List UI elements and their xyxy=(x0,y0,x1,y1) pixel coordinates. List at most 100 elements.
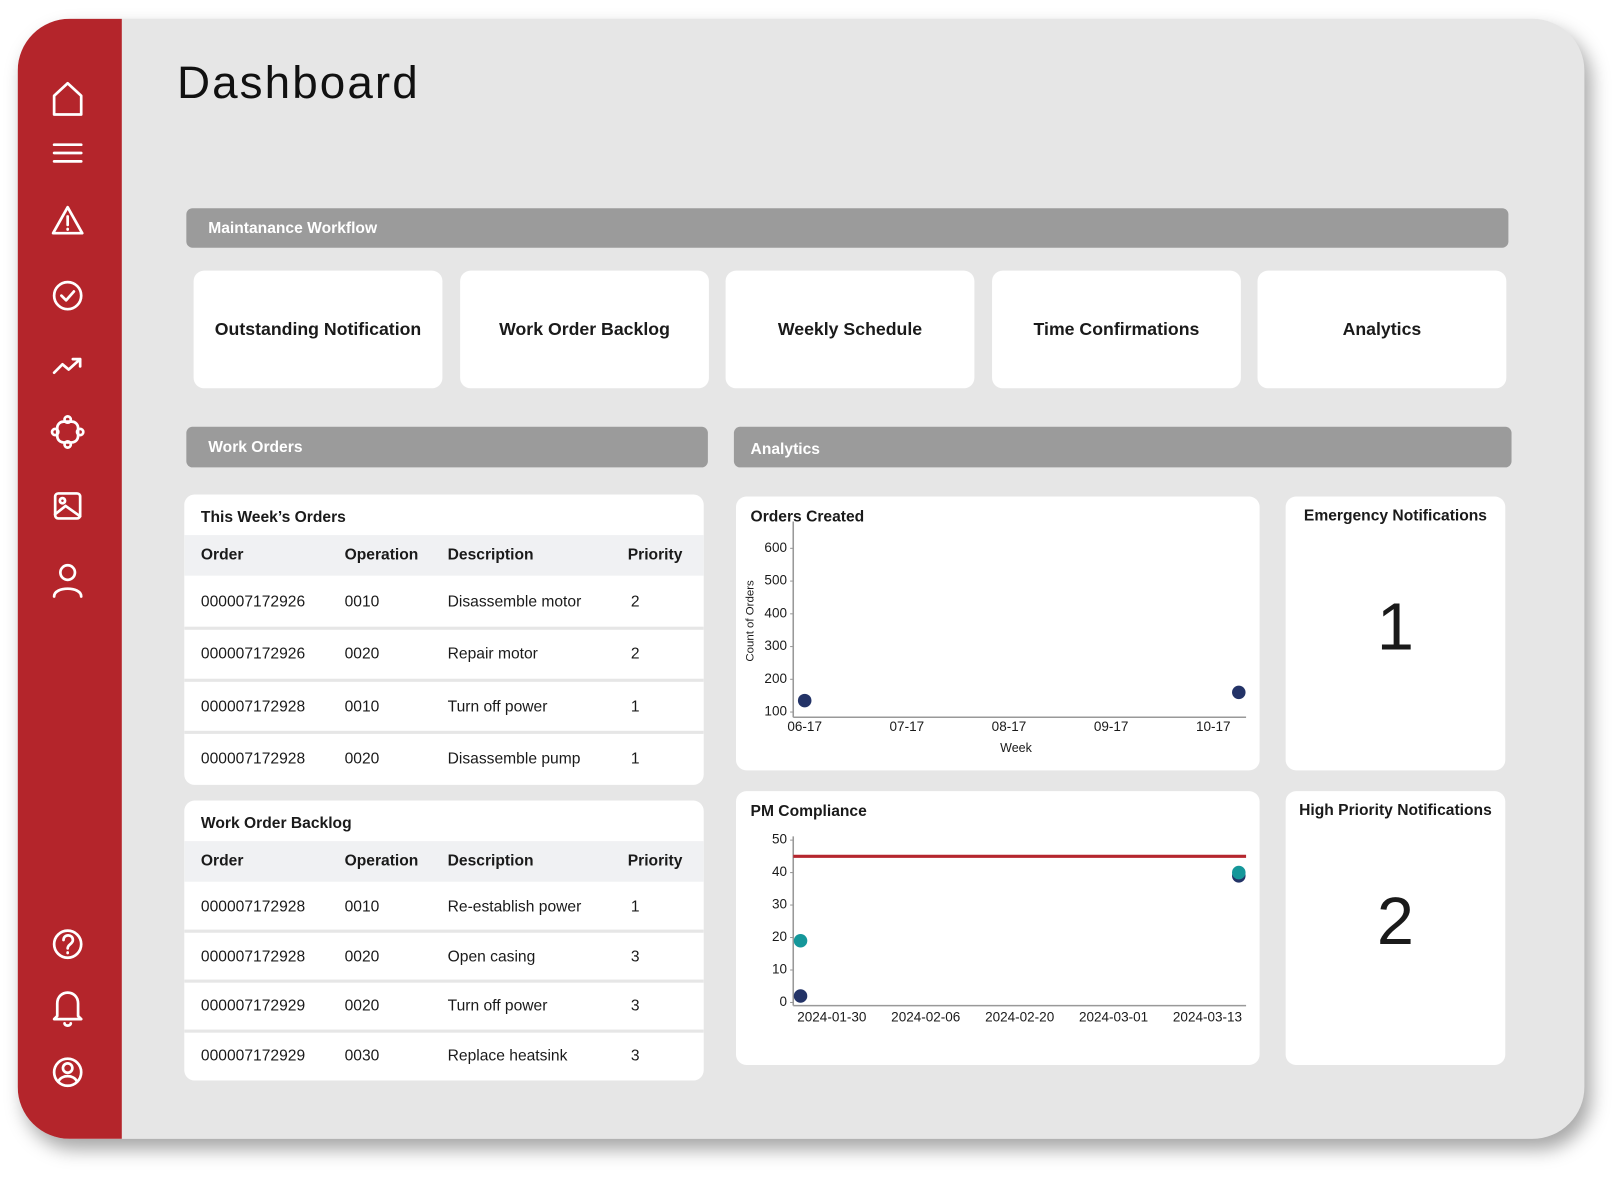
endpoint-marker xyxy=(1232,685,1246,700)
check-icon[interactable] xyxy=(52,280,83,311)
account-icon[interactable] xyxy=(52,1057,83,1088)
table-cell: 0010 xyxy=(344,697,380,716)
table-cell: 0020 xyxy=(344,645,380,663)
table-cell: Turn off power xyxy=(447,997,548,1015)
chart-card: PM Compliance 0 10 20 30 40 50 2024-01-30 2024-0… xyxy=(735,791,1260,1065)
table-cell: 0030 xyxy=(344,1046,380,1065)
table-cell: 2 xyxy=(630,592,640,611)
table-cell: Replace heatsink xyxy=(447,1046,568,1065)
chart-title: PM Compliance xyxy=(751,803,868,820)
user-icon[interactable] xyxy=(52,563,83,598)
y-tick-label: 400 xyxy=(764,605,787,620)
y-axis-label: Count of Orders xyxy=(745,580,757,662)
table-header-row xyxy=(184,535,704,576)
y-tick-label: 100 xyxy=(764,704,787,719)
table-cell: 000007172928 xyxy=(200,947,306,966)
table-cell: 1 xyxy=(630,897,640,916)
x-tick-label: 08-17 xyxy=(992,719,1027,734)
endpoint-marker xyxy=(797,693,812,708)
column-header: Operation xyxy=(344,852,419,870)
column-header: Priority xyxy=(627,852,683,870)
table-cell: Disassemble motor xyxy=(447,592,582,611)
x-tick-label: 07-17 xyxy=(890,719,925,734)
table-cell: 000007172926 xyxy=(200,592,306,611)
table-cell: 0010 xyxy=(344,897,380,916)
image-icon[interactable] xyxy=(53,492,82,520)
section-header: Maintanance Workflow xyxy=(186,208,1509,248)
row-divider xyxy=(184,678,704,682)
column-header: Operation xyxy=(344,546,419,564)
sidebar xyxy=(17,18,122,1139)
column-header: Description xyxy=(447,546,534,564)
bell-icon[interactable] xyxy=(52,991,83,1027)
table-cell: Re-establish power xyxy=(447,897,582,916)
table-cell: 3 xyxy=(630,997,640,1015)
workflow-tile[interactable]: Outstanding Notification xyxy=(193,270,443,389)
y-tick-label: 300 xyxy=(764,638,787,653)
row-divider xyxy=(184,979,704,983)
table-header-row xyxy=(184,841,704,882)
column-header: Order xyxy=(200,546,244,564)
table-cell: 3 xyxy=(630,1046,640,1065)
table-cell: 3 xyxy=(630,947,640,966)
kpi-card: Emergency Notifications 1 xyxy=(1285,496,1506,771)
home-icon[interactable] xyxy=(52,81,83,116)
x-tick-label: 09-17 xyxy=(1094,719,1129,734)
table-cell: 1 xyxy=(630,749,640,768)
chart-card: Orders Created 100 200 300 400 500 600 06-17 07-… xyxy=(735,496,1260,771)
table-cell: 000007172929 xyxy=(200,997,306,1015)
menu-icon[interactable] xyxy=(52,143,83,163)
y-tick-label: 600 xyxy=(764,540,787,555)
row-divider xyxy=(184,626,704,630)
y-tick-label: 30 xyxy=(772,897,787,912)
kpi-value: 2 xyxy=(1376,883,1414,959)
kpi-title: Emergency Notifications xyxy=(1303,506,1488,525)
table-cell: Open casing xyxy=(447,947,536,966)
table-cell: 0020 xyxy=(344,947,380,966)
help-icon[interactable] xyxy=(52,929,83,960)
column-header: Priority xyxy=(627,546,683,564)
table-title: Work Order Backlog xyxy=(200,814,352,833)
table-card: This Week’s Orders Order Operation Descript… xyxy=(184,494,704,785)
endpoint-marker xyxy=(793,934,808,948)
y-tick-label: 20 xyxy=(772,929,787,944)
y-tick-label: 0 xyxy=(779,994,787,1009)
x-tick-label: 2024-02-06 xyxy=(891,1010,960,1025)
x-tick-label: 2024-02-20 xyxy=(985,1010,1054,1025)
y-tick-label: 40 xyxy=(772,864,787,879)
chart-title: Orders Created xyxy=(751,509,865,526)
column-header: Order xyxy=(200,852,244,870)
x-tick-label: 2024-01-30 xyxy=(797,1010,866,1025)
table-cell: 000007172928 xyxy=(200,897,306,916)
kpi-value: 1 xyxy=(1376,589,1414,665)
x-axis-label: Week xyxy=(1000,741,1032,755)
table-cell: 0020 xyxy=(344,997,380,1015)
workflow-tile[interactable]: Analytics xyxy=(1257,270,1507,389)
x-tick-label: 2024-03-01 xyxy=(1079,1010,1148,1025)
row-divider xyxy=(184,929,704,933)
table-cell: 000007172928 xyxy=(200,697,306,716)
table-cell: 2 xyxy=(630,645,640,663)
alert-icon[interactable] xyxy=(51,205,84,235)
trend-icon[interactable] xyxy=(52,357,82,375)
x-tick-label: 06-17 xyxy=(787,719,822,734)
endpoint-marker xyxy=(793,989,808,1003)
y-tick-label: 10 xyxy=(772,962,787,977)
table-cell: Repair motor xyxy=(447,645,538,663)
workflow-tile[interactable]: Weekly Schedule xyxy=(725,270,975,389)
network-icon[interactable] xyxy=(50,415,85,449)
chart: Orders Created 100 200 300 400 500 600 06-17 07-… xyxy=(745,509,1247,755)
column-header: Description xyxy=(447,852,534,870)
workflow-tile[interactable]: Work Order Backlog xyxy=(460,270,709,389)
page-title: Dashboard xyxy=(176,57,420,109)
table-card: Work Order Backlog Order Operation Descript… xyxy=(184,800,704,1081)
kpi-title: High Priority Notifications xyxy=(1299,801,1492,820)
table-cell: 0010 xyxy=(344,592,380,611)
kpi-card: High Priority Notifications 2 xyxy=(1285,791,1506,1065)
table-cell: Turn off power xyxy=(447,697,548,716)
workflow-tile[interactable]: Time Confirmations xyxy=(992,270,1241,389)
table-cell: 000007172929 xyxy=(200,1046,306,1065)
table-cell: Disassemble pump xyxy=(447,749,581,768)
